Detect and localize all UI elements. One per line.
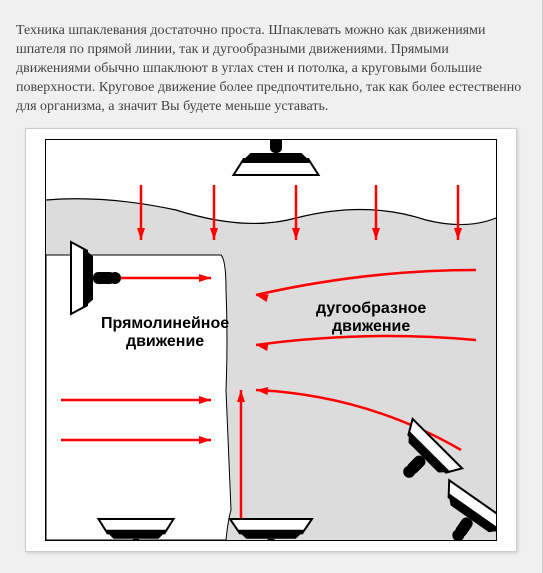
label-linear-motion: Прямолинейное движение [101, 315, 229, 350]
diagram: Прямолинейное движение дугообразное движ… [45, 139, 497, 541]
label-arc-line1: дугообразное [316, 300, 426, 317]
page-root: Техника шпаклевания достаточно проста. Ш… [0, 0, 543, 573]
label-arc-line2: движение [332, 318, 410, 335]
label-linear-line2: движение [126, 333, 204, 350]
figure-frame: Прямолинейное движение дугообразное движ… [25, 128, 517, 552]
label-arc-motion: дугообразное движение [316, 300, 426, 335]
intro-paragraph: Техника шпаклевания достаточно проста. Ш… [16, 22, 526, 116]
label-linear-line1: Прямолинейное [101, 315, 229, 332]
